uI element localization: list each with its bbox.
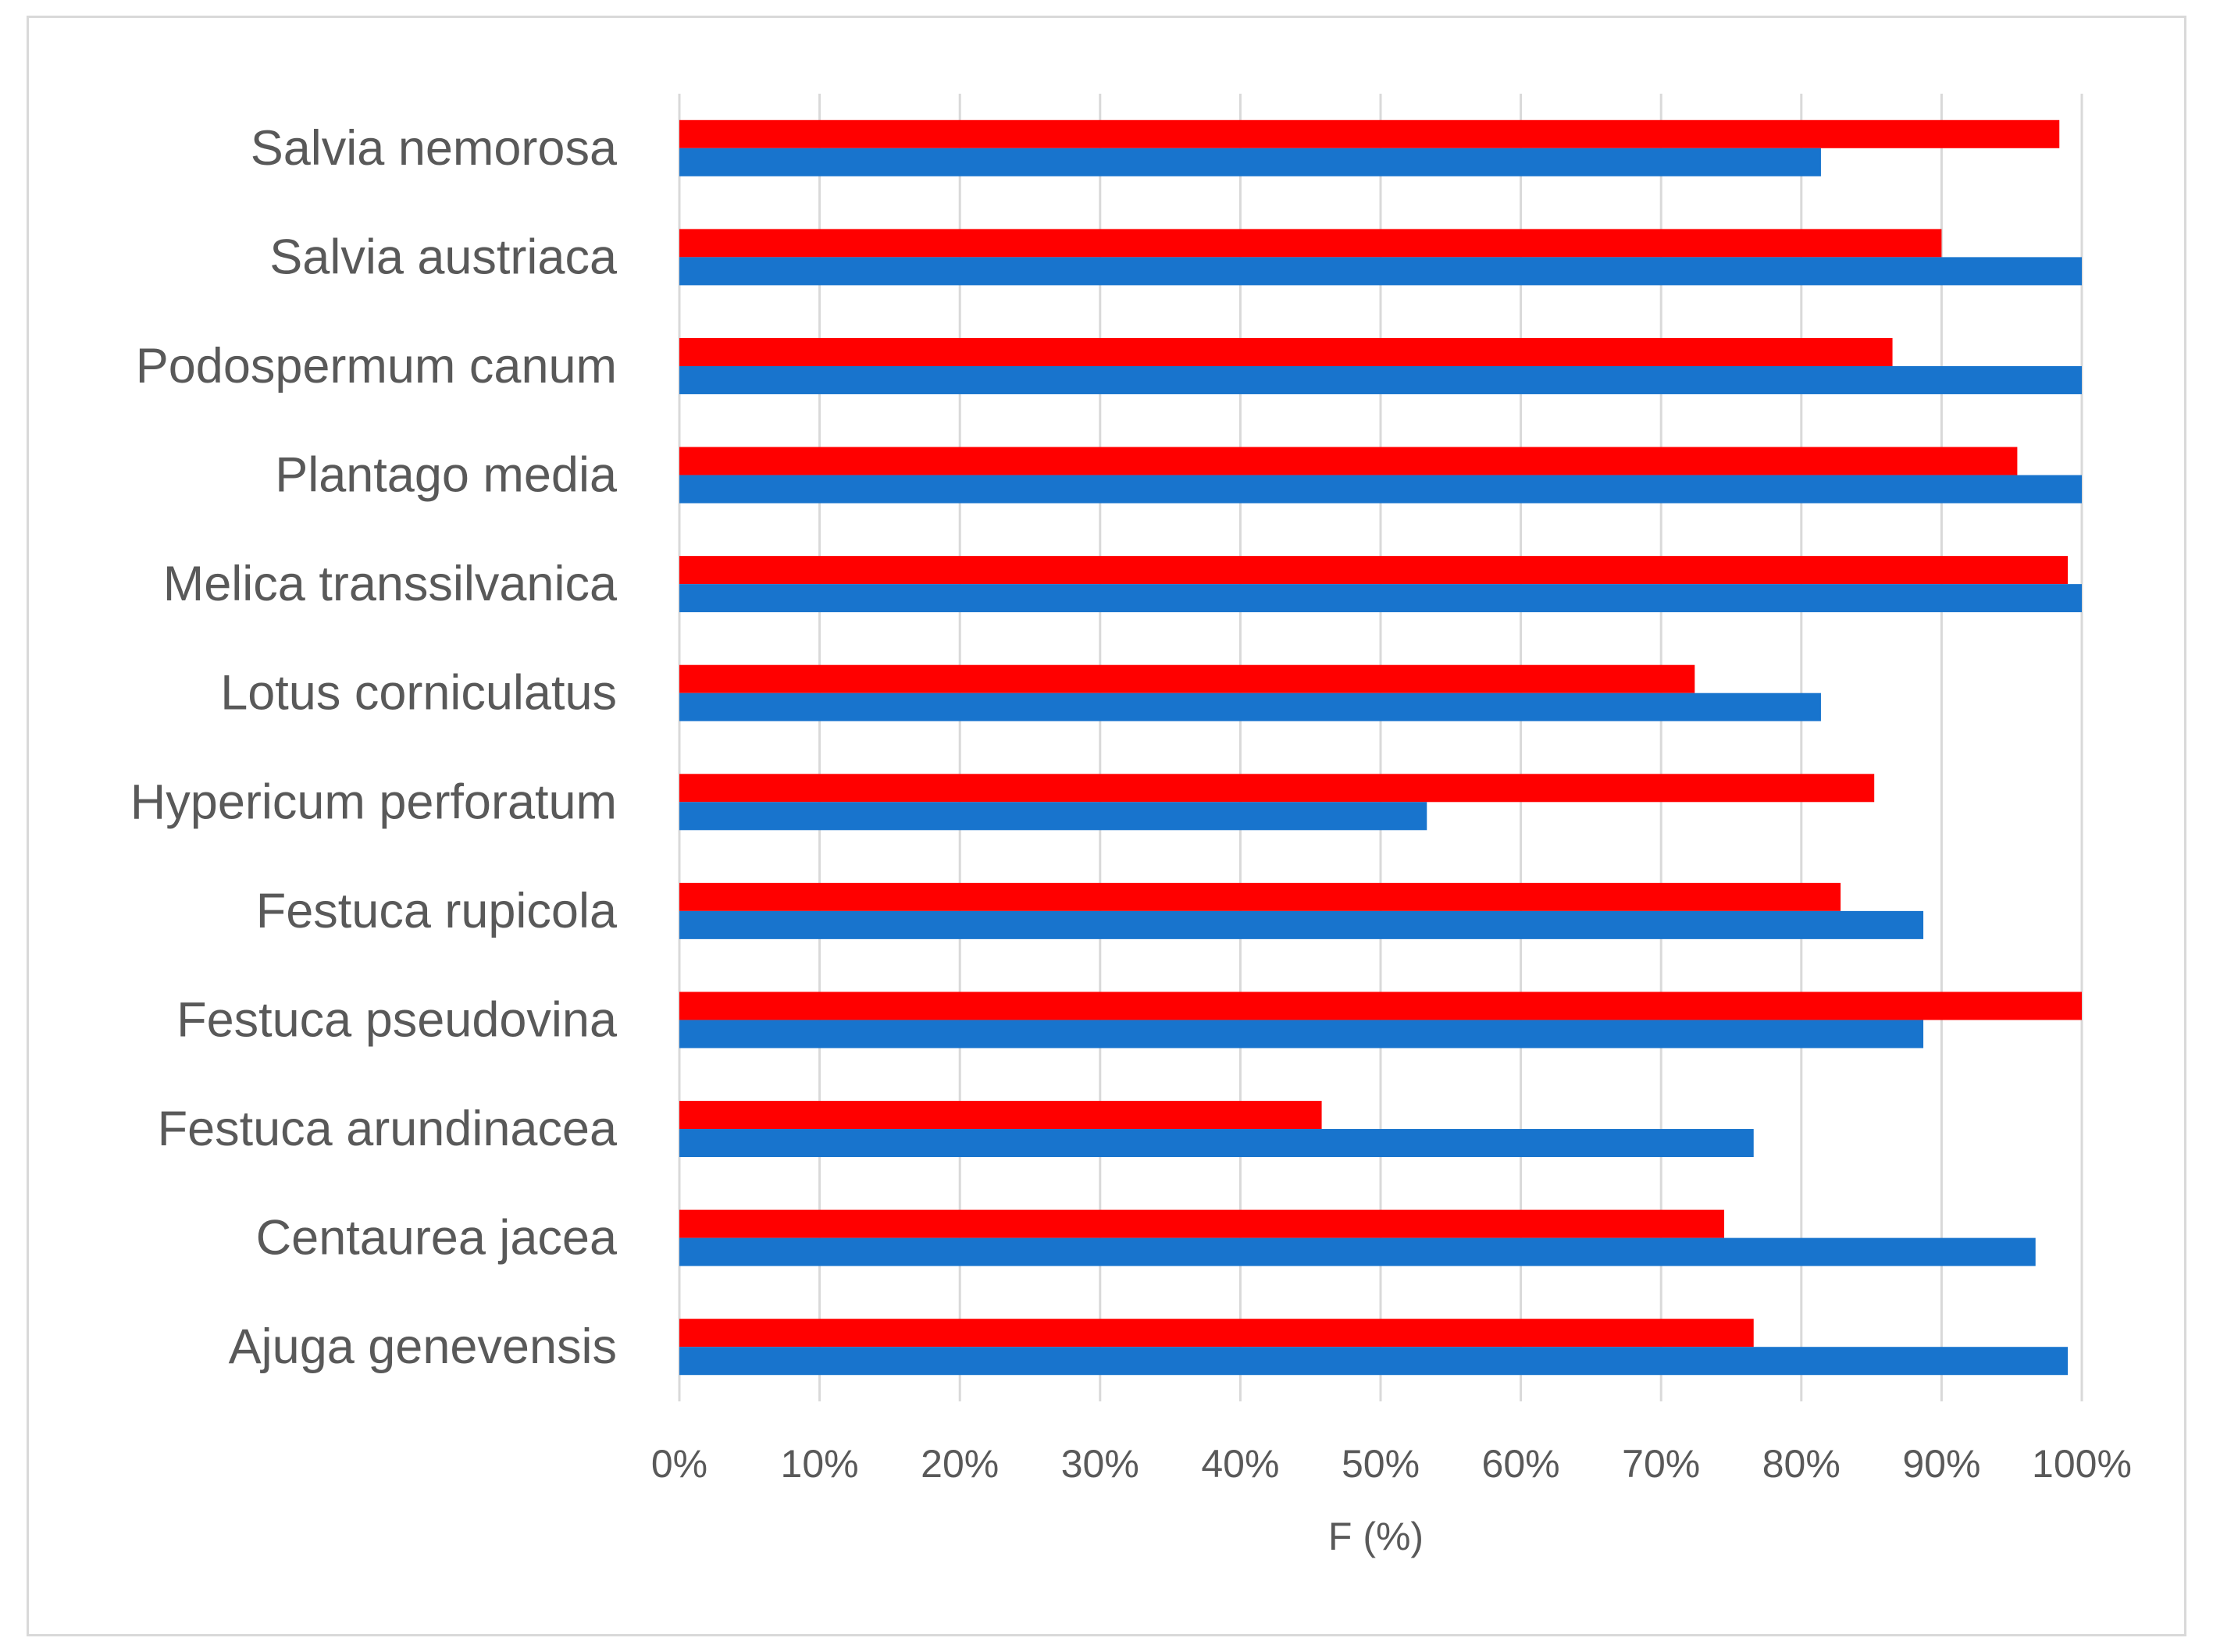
bar-series1 (679, 664, 1695, 693)
category-label: Lotus corniculatus (220, 666, 617, 721)
bar-series2 (679, 802, 1427, 831)
bar-series1 (679, 774, 1875, 803)
bar-series1 (679, 1101, 1322, 1130)
bar-series1 (679, 882, 1841, 911)
bar-series1 (679, 1319, 1754, 1348)
bar-series2 (679, 148, 1821, 176)
bar-series2 (679, 365, 2082, 394)
bar-series1 (679, 992, 2082, 1020)
bar-series2 (679, 584, 2082, 613)
x-tick-label: 80% (1762, 1442, 1841, 1486)
x-tick-label: 10% (781, 1442, 859, 1486)
bar-series2 (679, 1347, 2069, 1376)
category-labels: Salvia nemorosa Salvia austriaca Podosperm… (130, 121, 618, 1374)
bar-series2 (679, 257, 2082, 286)
gridlines (678, 94, 2083, 1401)
category-label: Festuca rupicola (256, 884, 618, 938)
category-label: Festuca pseudovina (176, 992, 618, 1047)
category-label: Salvia nemorosa (251, 121, 618, 176)
x-tick-label: 90% (1902, 1442, 1980, 1486)
bar-series2 (679, 475, 2082, 504)
bar-series1 (679, 556, 2069, 585)
x-tick-label: 60% (1482, 1442, 1560, 1486)
bar-series1 (679, 337, 1893, 366)
bar-series1 (679, 119, 2060, 148)
bar-series2 (679, 692, 1821, 721)
category-label: Plantago media (275, 448, 618, 503)
x-tick-labels: 0% 10% 20% 30% 40% 50% 60% 70% 80% 90% 100% (651, 1442, 2132, 1486)
category-label: Podospermum canum (136, 339, 617, 393)
bar-series2 (679, 1129, 1754, 1158)
category-label: Hypericum perforatum (130, 774, 617, 829)
x-tick-label: 70% (1622, 1442, 1700, 1486)
category-label: Ajuga genevensis (229, 1319, 617, 1374)
bar-series1 (679, 447, 2018, 475)
x-tick-label: 0% (651, 1442, 707, 1486)
bar-series2 (679, 1237, 2036, 1266)
bar-series1 (679, 1209, 1725, 1238)
x-tick-label: 100% (2032, 1442, 2132, 1486)
category-label: Centaurea jacea (256, 1211, 618, 1266)
x-tick-label: 30% (1061, 1442, 1139, 1486)
bars (679, 119, 2082, 1376)
bar-series1 (679, 229, 1942, 258)
x-axis-title: F (%) (1328, 1515, 1424, 1558)
category-label: Festuca arundinacea (158, 1102, 618, 1156)
x-tick-label: 40% (1201, 1442, 1279, 1486)
bar-series2 (679, 1020, 1924, 1049)
category-label: Salvia austriaca (269, 230, 618, 284)
x-tick-label: 20% (921, 1442, 999, 1486)
category-label: Melica transsilvanica (163, 557, 618, 611)
x-tick-label: 50% (1342, 1442, 1420, 1486)
bar-series2 (679, 910, 1924, 939)
